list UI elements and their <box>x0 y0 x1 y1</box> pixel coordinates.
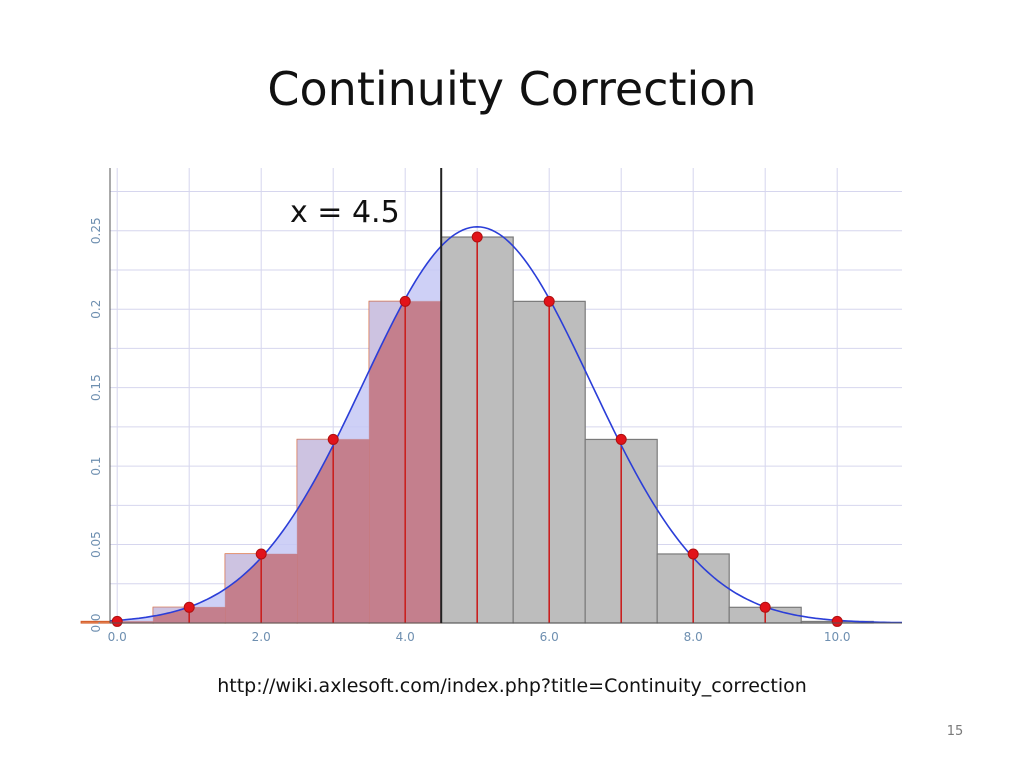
source-url: http://wiki.axlesoft.com/index.php?title… <box>217 675 807 697</box>
stems <box>116 237 839 623</box>
data-point <box>543 295 555 307</box>
points <box>111 231 843 627</box>
y-tick-label: 0.05 <box>89 531 103 558</box>
x-tick-label: 2.0 <box>252 630 271 644</box>
data-point <box>615 433 627 445</box>
y-tick-labels: 0.0 0.05 0.1 0.15 0.2 0.25 <box>89 217 103 632</box>
data-point <box>759 601 771 613</box>
x-tick-label: 8.0 <box>684 630 703 644</box>
data-point <box>471 231 483 243</box>
y-tick-label: 0.25 <box>89 217 103 244</box>
y-tick-label: 0.2 <box>89 300 103 319</box>
x-tick-label: 10.0 <box>824 630 851 644</box>
data-point <box>255 548 267 560</box>
x-tick-label: 6.0 <box>540 630 559 644</box>
binomial-normal-chart: 0.0 2.0 4.0 6.0 8.0 10.0 0.0 0.05 0.1 0.15 0.2 0.2… <box>80 168 902 644</box>
data-point <box>111 615 123 627</box>
y-tick-label: 0.15 <box>89 374 103 401</box>
data-point <box>831 615 843 627</box>
x-tick-label: 0.0 <box>108 630 127 644</box>
slide-number: 15 <box>946 724 964 739</box>
axes <box>109 168 902 624</box>
area-above-bars <box>110 246 442 622</box>
slide-title: Continuity Correction <box>267 62 757 116</box>
data-point <box>687 548 699 560</box>
x-tick-label: 4.0 <box>396 630 415 644</box>
data-point <box>183 601 195 613</box>
y-tick-label: 0.0 <box>89 613 103 632</box>
data-point <box>327 433 339 445</box>
cut-annotation: x = 4.5 <box>290 195 400 230</box>
x-tick-labels: 0.0 2.0 4.0 6.0 8.0 10.0 <box>108 630 851 644</box>
data-point <box>399 295 411 307</box>
y-tick-label: 0.1 <box>89 457 103 476</box>
under-curve-fill <box>110 621 154 623</box>
